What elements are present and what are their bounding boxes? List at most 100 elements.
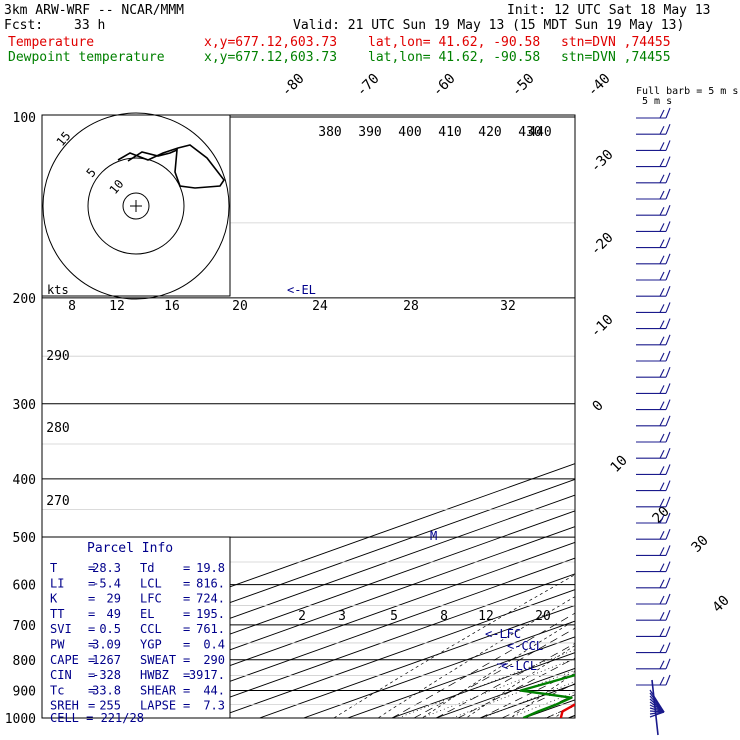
wind-barb-flag [665, 204, 671, 216]
annotation-label: <-LCL [501, 659, 537, 673]
wind-barb-flag [665, 545, 671, 556]
station-dew: stn=DVN ,74455 [561, 50, 671, 65]
parcel-value: LI [50, 576, 64, 590]
parcel-value: 290 [203, 653, 225, 667]
init-time: Init: 12 UTC Sat 18 May 13 [507, 3, 711, 18]
barb-legend: Full barb = 5 m s-1 [636, 86, 740, 97]
parcel-value: SVI [50, 622, 72, 636]
theta-label: 430 [518, 125, 541, 140]
station-temp: stn=DVN ,74455 [561, 35, 671, 50]
parcel-value: = [183, 699, 190, 713]
theta-label: 380 [318, 125, 341, 140]
isotherm-label: 30 [689, 533, 712, 556]
pressure-label: 200 [13, 292, 36, 307]
isotherm [42, 510, 575, 702]
parcel-value: = [88, 638, 95, 652]
valid-time: Valid: 21 UTC Sun 19 May 13 (15 MDT Sun … [293, 18, 685, 33]
parcel-value: = [183, 622, 190, 636]
mixing-ratio-label: 5 [390, 609, 398, 624]
parcel-value: SWEAT [140, 653, 176, 667]
isotherm-label: -30 [588, 147, 617, 176]
wind-barb-flag [659, 611, 665, 621]
parcel-value: = [88, 622, 95, 636]
forecast-label: Fcst: [4, 18, 44, 33]
wind-barb-flag [659, 579, 665, 589]
wind-barb-flag [659, 498, 665, 508]
parcel-value: = [183, 653, 190, 667]
parcel-value: 33.8 [92, 683, 121, 697]
dry-adiabat [672, 90, 740, 731]
parcel-value: CCL [140, 622, 162, 636]
moist-adiabat [524, 694, 575, 718]
mixing-ratio-label: 12 [478, 609, 494, 624]
profiles [519, 673, 575, 718]
wind-barb-flag [665, 674, 671, 686]
parcel-value: 7.3 [203, 699, 225, 713]
parcel-cell: CELL = 221/28 [50, 711, 144, 725]
wind-barb-flag [665, 577, 671, 589]
isotherm-label: -60 [430, 71, 459, 100]
wind-barb-flag [665, 140, 671, 151]
isotherm-label: -10 [588, 312, 617, 341]
parcel-value: T [50, 561, 57, 575]
wind-barb-flag [659, 125, 665, 135]
temperature-legend: Temperature [8, 35, 95, 50]
wind-barb-flag [665, 237, 671, 248]
parcel-value: K [50, 592, 58, 606]
isotherm-label: -70 [354, 71, 383, 100]
xy-dew: x,y=677.12,603.73 [204, 50, 338, 65]
wind-barb-flag [665, 561, 671, 572]
moist-adiabat [413, 627, 575, 718]
theta-label-left: 270 [46, 494, 69, 509]
parcel-value: -328 [92, 668, 121, 682]
wind-barb-flag [659, 223, 665, 232]
wind-barb-flag [665, 188, 671, 200]
parcel-value: = [88, 683, 95, 697]
parcel-value: TT [50, 607, 64, 621]
wind-barb-flag [665, 496, 671, 508]
parcel-value: 255 [99, 699, 121, 713]
wind-barb-flag [659, 158, 665, 167]
plot-frame [41, 114, 576, 719]
latlon-temp: lat,lon= 41.62, -90.58 [368, 35, 541, 50]
parcel-value: SHEAR [140, 683, 177, 697]
parcel-value: LAPSE [140, 699, 176, 713]
wind-barb-flag [665, 285, 671, 297]
wind-barb-flag [659, 595, 665, 605]
wind-barb-flag [659, 255, 665, 265]
wind-barb-surface [651, 679, 659, 736]
parcel-value: SREH [50, 699, 79, 713]
wind-barb-flag [665, 334, 671, 346]
parcel-value: 724. [196, 592, 225, 606]
pressure-label: 900 [13, 685, 36, 700]
parcel-value: = [183, 638, 190, 652]
annotation-label: <-LFC [485, 627, 521, 641]
isotherm [346, 636, 575, 718]
parcel-info-box: Parcel Info T =28.3 Td = 19.8LI =-5.4 LCL = 816.… [41, 536, 231, 725]
theta-label: 390 [358, 125, 381, 140]
parcel-value: 29 [107, 592, 121, 606]
dry-adiabat [716, 90, 740, 731]
isotherm-label: -50 [509, 71, 538, 100]
theta-label: 410 [438, 125, 461, 140]
isotherm [214, 589, 575, 718]
hodo-speed-label: 32 [500, 299, 516, 314]
parcel-value: = [183, 683, 190, 697]
hodo-unit: kts [47, 283, 69, 297]
wind-barb-flag [665, 593, 671, 605]
wind-barb-flag [665, 350, 671, 362]
theta-label-left: 290 [46, 349, 69, 364]
parcel-value: 816. [196, 576, 225, 590]
pressure-label: 800 [13, 654, 36, 669]
wind-barb-flag [665, 431, 671, 443]
wind-barb-flag [659, 368, 665, 378]
wind-barb-flag [659, 336, 665, 346]
parcel-value: 49 [107, 607, 121, 621]
wind-barb-flag [659, 190, 665, 200]
model-title: 3km ARW-WRF -- NCAR/MMM [4, 3, 185, 18]
parcel-value: = [88, 607, 95, 621]
isotherm [125, 557, 575, 718]
parcel-value: 19.8 [196, 561, 225, 575]
parcel-value: = [183, 592, 190, 606]
dry-adiabat [377, 596, 575, 718]
